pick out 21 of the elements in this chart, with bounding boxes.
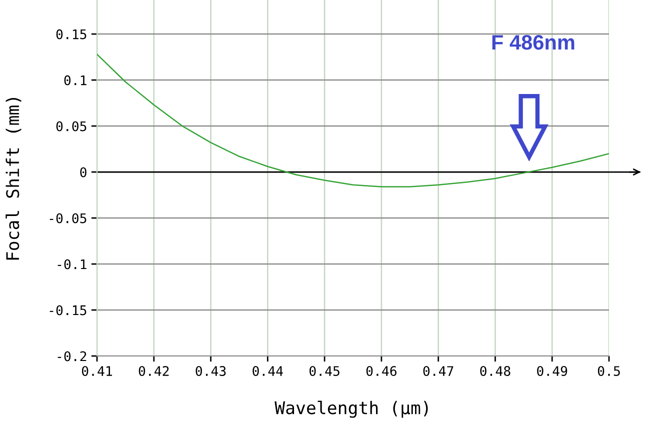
x-tick-label: 0.49 — [537, 366, 568, 376]
x-tick-label: 0.47 — [423, 366, 454, 376]
y-tick-label: 0 — [80, 167, 86, 178]
x-axis-title: Wavelength (μm) — [274, 400, 428, 418]
y-tick-label: 0.1 — [64, 75, 86, 86]
x-tick-label: 0.5 — [598, 366, 620, 376]
y-tick-label: -0.05 — [50, 213, 86, 224]
y-tick-label: -0.1 — [58, 259, 86, 270]
y-axis-title: Focal Shift (mm) — [6, 98, 22, 260]
y-tick-label: -0.15 — [50, 305, 86, 316]
x-tick-label: 0.41 — [82, 366, 112, 376]
y-tick-label: 0.05 — [56, 121, 86, 132]
x-tick-label: 0.43 — [196, 366, 226, 376]
x-tick-label: 0.44 — [252, 366, 283, 376]
x-tick-label: 0.46 — [366, 366, 396, 376]
x-tick-label: 0.45 — [310, 366, 340, 376]
y-tick-label: -0.2 — [58, 351, 86, 362]
x-tick-label: 0.48 — [480, 366, 510, 376]
y-tick-label: 0.15 — [56, 29, 86, 40]
annotation: F 486nm — [492, 34, 574, 50]
x-tick-label: 0.42 — [138, 366, 169, 376]
